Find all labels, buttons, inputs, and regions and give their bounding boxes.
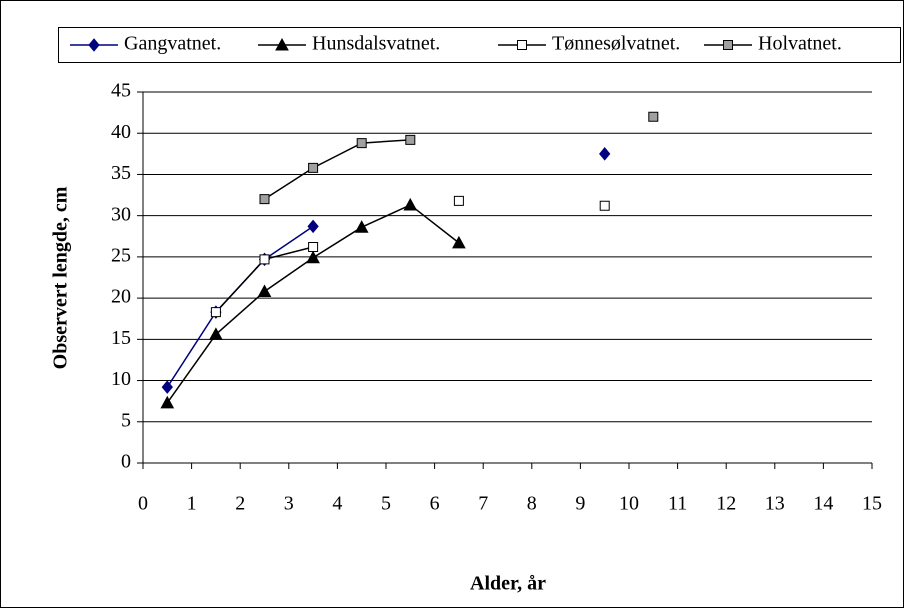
y-tick-label: 10	[111, 368, 131, 390]
x-tick-label: 3	[284, 493, 294, 515]
x-tick-label: 8	[527, 493, 537, 515]
x-tick-label: 12	[716, 493, 736, 515]
x-tick-label: 15	[862, 493, 882, 515]
x-tick-label: 5	[381, 493, 391, 515]
x-tick-label: 1	[187, 493, 197, 515]
marker	[259, 194, 270, 205]
legend-label: Hunsdalsvatnet.	[312, 33, 440, 55]
x-tick-label: 4	[332, 493, 342, 515]
legend-box	[58, 27, 901, 63]
x-tick-label: 6	[430, 493, 440, 515]
marker	[356, 138, 367, 149]
legend-label: Holvatnet.	[758, 33, 842, 55]
marker	[257, 284, 272, 298]
marker	[259, 254, 270, 265]
y-tick-label: 5	[121, 409, 131, 431]
x-tick-label: 11	[668, 493, 687, 515]
marker	[403, 197, 418, 211]
x-axis-title: Alder, år	[470, 573, 546, 595]
x-tick-label: 0	[138, 493, 148, 515]
y-tick-label: 30	[111, 203, 131, 225]
marker	[275, 37, 289, 51]
x-tick-label: 14	[813, 493, 833, 515]
marker	[209, 327, 223, 340]
y-tick-label: 45	[111, 80, 131, 102]
y-tick-label: 35	[111, 162, 131, 184]
y-tick-label: 0	[121, 451, 131, 473]
marker	[599, 200, 610, 211]
x-tick-label: 7	[478, 493, 488, 515]
x-tick-label: 10	[619, 493, 639, 515]
y-axis-title: Observert lengde, cm	[50, 186, 72, 369]
marker	[306, 250, 320, 264]
y-tick-label: 40	[111, 121, 131, 143]
y-tick-label: 20	[111, 286, 131, 308]
legend-label: Gangvatnet.	[124, 33, 221, 55]
marker	[517, 40, 527, 50]
x-tick-label: 13	[765, 493, 785, 515]
marker	[160, 395, 175, 409]
marker	[599, 147, 611, 161]
marker	[210, 307, 221, 318]
marker	[308, 162, 319, 173]
marker	[308, 241, 319, 252]
marker	[88, 38, 100, 52]
marker	[354, 220, 369, 233]
y-tick-label: 15	[111, 327, 131, 349]
legend-label: Tønnesølvatnet.	[552, 33, 680, 55]
marker	[453, 195, 464, 206]
marker	[723, 40, 733, 50]
marker	[405, 134, 416, 145]
x-tick-label: 2	[235, 493, 245, 515]
x-tick-label: 9	[575, 493, 585, 515]
marker	[307, 219, 319, 234]
marker	[452, 235, 466, 249]
marker	[161, 380, 173, 394]
marker	[648, 111, 659, 122]
y-tick-label: 25	[111, 244, 131, 266]
